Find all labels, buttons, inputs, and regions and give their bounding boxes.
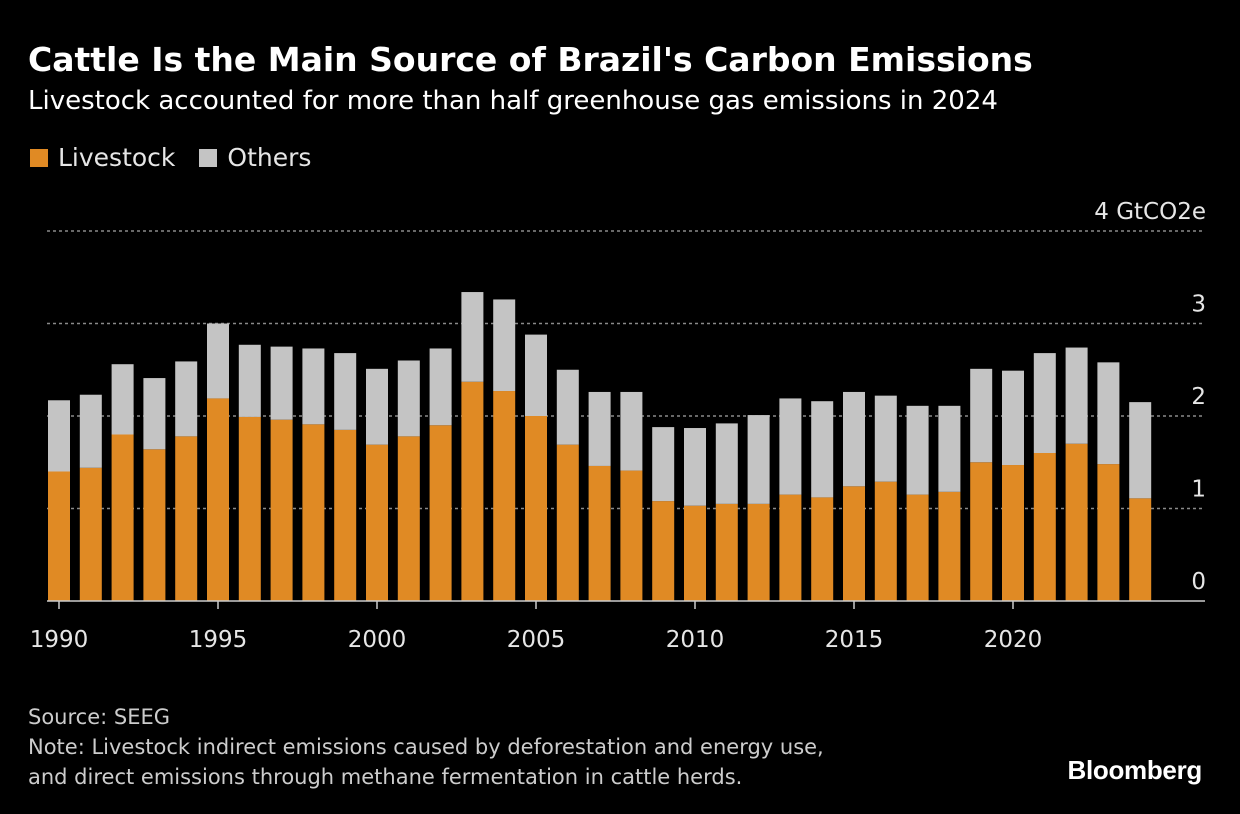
bar-others-2013 bbox=[779, 398, 802, 495]
bar-others-2014 bbox=[811, 401, 834, 498]
bar-others-2009 bbox=[652, 427, 675, 502]
bar-livestock-2016 bbox=[874, 481, 897, 601]
bar-livestock-2012 bbox=[747, 503, 770, 601]
bar-livestock-2015 bbox=[843, 486, 865, 601]
bar-livestock-2001 bbox=[397, 436, 420, 601]
bar-livestock-2014 bbox=[811, 497, 834, 601]
legend-label-others: Others bbox=[227, 143, 312, 172]
x-tick-label-1990: 1990 bbox=[30, 627, 89, 653]
y-tick-label-1: 1 bbox=[1191, 477, 1206, 503]
bar-others-2001 bbox=[397, 360, 420, 437]
bar-others-2024 bbox=[1129, 402, 1152, 499]
bar-others-2000 bbox=[366, 368, 388, 445]
bar-others-2010 bbox=[684, 428, 706, 506]
bar-livestock-2010 bbox=[684, 505, 706, 601]
bar-livestock-2013 bbox=[779, 494, 802, 601]
bar-others-2002 bbox=[429, 348, 452, 426]
bar-others-2023 bbox=[1097, 362, 1120, 465]
legend-item-others: Others bbox=[199, 143, 311, 172]
bar-livestock-2018 bbox=[938, 491, 961, 601]
bar-livestock-2023 bbox=[1097, 464, 1120, 601]
bar-livestock-2024 bbox=[1129, 498, 1152, 601]
bar-livestock-1998 bbox=[302, 424, 325, 601]
footer: Source: SEEG Note: Livestock indirect em… bbox=[28, 702, 824, 792]
bar-others-2021 bbox=[1033, 353, 1056, 453]
chart-subtitle: Livestock accounted for more than half g… bbox=[28, 86, 998, 116]
bar-livestock-2005 bbox=[525, 416, 547, 601]
bar-livestock-2008 bbox=[620, 470, 643, 601]
legend: Livestock Others bbox=[30, 143, 335, 172]
bar-livestock-2019 bbox=[970, 462, 993, 601]
bar-others-1992 bbox=[111, 364, 134, 435]
x-tick-label-2000: 2000 bbox=[348, 627, 407, 653]
bar-livestock-1994 bbox=[175, 436, 198, 601]
bar-others-2019 bbox=[970, 368, 993, 463]
footnote-line-2: and direct emissions through methane fer… bbox=[28, 765, 743, 789]
bar-livestock-2006 bbox=[556, 444, 579, 601]
x-tick-label-2010: 2010 bbox=[666, 627, 725, 653]
bar-others-1994 bbox=[175, 361, 198, 437]
bar-others-1990 bbox=[48, 400, 70, 472]
bar-others-1999 bbox=[334, 353, 357, 430]
bar-others-1993 bbox=[143, 378, 166, 450]
bar-others-2004 bbox=[493, 299, 516, 392]
bar-others-1996 bbox=[238, 344, 261, 417]
bar-others-1997 bbox=[270, 346, 293, 420]
bar-others-2015 bbox=[843, 391, 865, 487]
x-tick-label-2015: 2015 bbox=[825, 627, 884, 653]
bar-livestock-1992 bbox=[111, 434, 134, 601]
y-tick-label-2: 2 bbox=[1191, 384, 1206, 410]
bar-livestock-1991 bbox=[79, 467, 102, 601]
bar-others-2017 bbox=[906, 405, 929, 495]
bar-livestock-2007 bbox=[588, 465, 611, 601]
bar-others-2006 bbox=[556, 369, 579, 445]
bar-livestock-1990 bbox=[48, 471, 70, 601]
bar-livestock-1995 bbox=[207, 398, 229, 601]
bar-livestock-2004 bbox=[493, 391, 516, 601]
bar-others-2016 bbox=[874, 395, 897, 482]
x-tick-label-2020: 2020 bbox=[984, 627, 1043, 653]
bar-livestock-1999 bbox=[334, 429, 357, 601]
legend-swatch-others bbox=[199, 148, 218, 167]
bar-others-2011 bbox=[715, 423, 738, 504]
bar-others-2022 bbox=[1065, 347, 1088, 444]
bar-others-2007 bbox=[588, 391, 611, 466]
bar-livestock-2000 bbox=[366, 444, 388, 601]
y-tick-label-3: 3 bbox=[1191, 292, 1206, 318]
legend-swatch-livestock bbox=[30, 148, 48, 167]
bloomberg-logo: Bloomberg bbox=[1067, 755, 1202, 785]
bar-others-2008 bbox=[620, 391, 643, 471]
bar-others-2018 bbox=[938, 405, 961, 492]
legend-label-livestock: Livestock bbox=[58, 143, 176, 172]
bar-livestock-2009 bbox=[652, 501, 675, 601]
x-tick-label-2005: 2005 bbox=[507, 627, 566, 653]
footnote-line-1: Note: Livestock indirect emissions cause… bbox=[28, 735, 824, 759]
bar-livestock-2022 bbox=[1065, 443, 1088, 601]
legend-item-livestock: Livestock bbox=[30, 143, 175, 172]
bar-others-2005 bbox=[525, 334, 547, 416]
y-tick-label-0: 0 bbox=[1191, 569, 1206, 595]
bar-livestock-2011 bbox=[715, 503, 738, 601]
bar-livestock-2020 bbox=[1002, 465, 1024, 601]
y-tick-label-4: 4 GtCO2e bbox=[1094, 199, 1206, 225]
bar-livestock-2021 bbox=[1033, 453, 1056, 601]
bar-livestock-2002 bbox=[429, 425, 452, 601]
x-tick-label-1995: 1995 bbox=[189, 627, 248, 653]
bar-others-1998 bbox=[302, 348, 325, 425]
bar-others-2003 bbox=[461, 292, 484, 382]
bar-livestock-2017 bbox=[906, 494, 929, 601]
bar-others-2020 bbox=[1002, 370, 1024, 466]
bar-livestock-1996 bbox=[238, 416, 261, 601]
bar-others-1995 bbox=[207, 323, 229, 399]
bar-livestock-1993 bbox=[143, 449, 166, 601]
source-note: Source: SEEG bbox=[28, 705, 171, 729]
bar-others-1991 bbox=[79, 394, 102, 468]
bar-livestock-1997 bbox=[270, 419, 293, 601]
bar-livestock-2003 bbox=[461, 381, 484, 601]
chart-title: Cattle Is the Main Source of Brazil's Ca… bbox=[28, 40, 1033, 79]
bar-others-2012 bbox=[747, 415, 770, 504]
